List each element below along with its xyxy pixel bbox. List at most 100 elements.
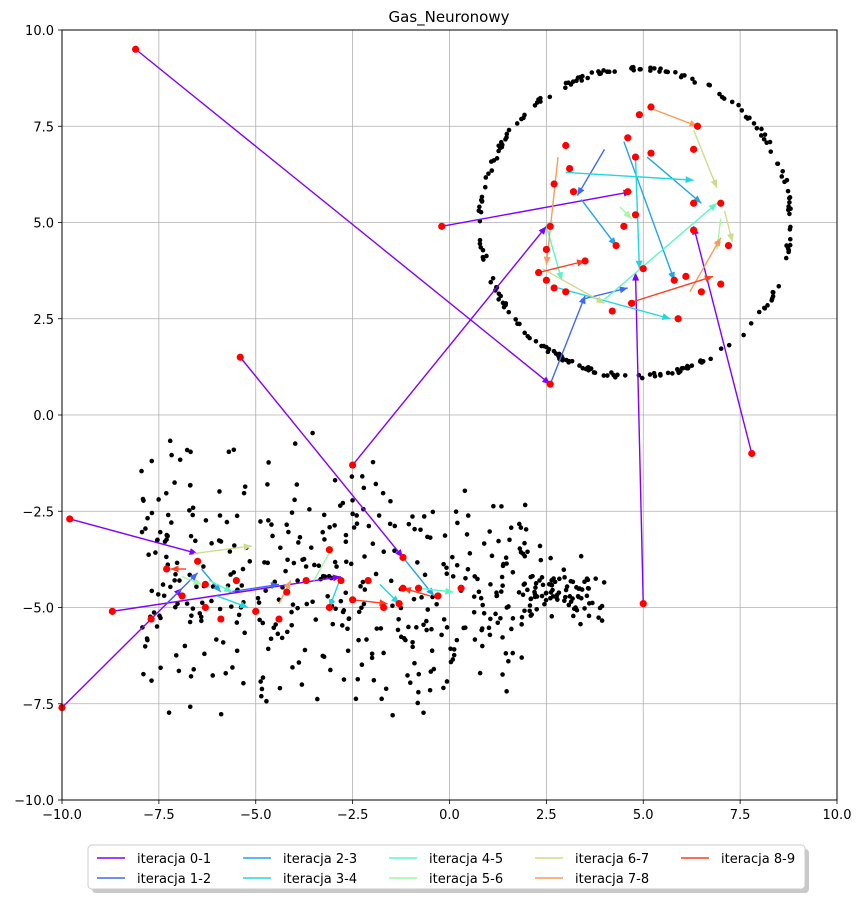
cloud-data-point [425, 607, 431, 612]
y-tick-label: −7.5 [22, 698, 54, 713]
cloud-data-point [266, 518, 271, 523]
cloud-data-point [230, 665, 235, 670]
cloud-data-point [369, 655, 375, 661]
cloud-data-point [376, 513, 382, 518]
cloud-data-point [462, 488, 468, 494]
cloud-data-point [590, 600, 595, 606]
cloud-data-point [548, 555, 553, 561]
cloud-data-point [316, 563, 322, 569]
ring-data-point [787, 242, 793, 248]
legend-label: iteracja 8-9 [721, 852, 795, 867]
cloud-data-point [277, 685, 283, 691]
cloud-data-point [285, 557, 290, 563]
cloud-data-point [467, 551, 473, 556]
cloud-data-point [145, 637, 150, 643]
ring-data-point [785, 188, 791, 194]
cloud-data-point [283, 568, 288, 574]
ring-data-point [631, 64, 636, 70]
iteration-arrow-head [283, 580, 291, 590]
neuron-point [399, 584, 407, 592]
cloud-data-point [149, 588, 155, 594]
neuron-point [620, 222, 628, 230]
ring-data-point [484, 253, 489, 259]
ring-data-point [589, 70, 595, 75]
cloud-data-point [419, 595, 424, 600]
ring-data-point [521, 115, 526, 121]
cloud-data-point [327, 524, 332, 530]
ring-data-point [700, 359, 706, 364]
cloud-data-point [481, 541, 487, 546]
cloud-data-point [310, 430, 315, 436]
y-tick-label: −2.5 [22, 505, 54, 520]
cloud-data-point [599, 603, 605, 609]
cloud-data-point [427, 535, 433, 540]
cloud-data-point [155, 537, 160, 543]
cloud-data-point [362, 554, 367, 559]
cloud-data-point [286, 529, 291, 535]
cloud-data-point [571, 613, 576, 619]
cloud-data-point [262, 560, 267, 565]
cloud-data-point [165, 512, 171, 518]
ring-data-point [483, 175, 489, 180]
cloud-data-point [441, 617, 447, 622]
iteration-arrow-head [685, 176, 694, 184]
cloud-data-point [332, 523, 337, 528]
ring-data-point [612, 374, 618, 380]
cloud-data-point [392, 548, 397, 554]
iteration-arrow-head [223, 585, 233, 593]
neuron-point [581, 257, 589, 265]
cloud-data-point [488, 582, 493, 587]
cloud-data-point [584, 593, 590, 599]
cloud-data-point [508, 525, 514, 531]
neuron-point [325, 546, 333, 554]
cloud-data-point [201, 564, 206, 569]
cloud-data-point [155, 592, 161, 597]
cloud-data-point [582, 606, 587, 611]
cloud-data-point [500, 563, 506, 569]
iteration-arrow-line [604, 202, 718, 301]
cloud-data-point [321, 654, 327, 660]
cloud-data-point [333, 606, 338, 612]
cloud-data-point [227, 549, 233, 554]
cloud-data-point [444, 565, 449, 571]
cloud-data-point [415, 700, 421, 706]
cloud-data-point [157, 529, 163, 535]
cloud-data-point [434, 601, 439, 607]
cloud-data-point [154, 624, 160, 629]
cloud-data-point [480, 602, 485, 608]
cloud-data-point [448, 659, 454, 665]
cloud-data-point [308, 545, 314, 550]
neuron-point [562, 141, 570, 150]
cloud-data-point [184, 447, 190, 453]
ring-data-point [786, 204, 791, 209]
iteration-arrow-head [578, 295, 586, 305]
neuron-point [550, 180, 558, 188]
cloud-data-point [398, 634, 404, 640]
ring-data-point [490, 275, 496, 281]
cloud-data-point [465, 566, 471, 572]
iteration-arrows [61, 48, 753, 709]
iteration-arrow-head [270, 582, 279, 590]
iteration-arrow-line [441, 191, 632, 228]
cloud-data-point [522, 608, 527, 614]
iteration-arrow-head [243, 543, 252, 551]
cloud-data-point [172, 480, 177, 485]
iteration-arrow-line [542, 268, 605, 304]
cloud-data-point [527, 608, 532, 614]
cloud-data-point [340, 609, 346, 615]
cloud-data-point [424, 618, 429, 624]
cloud-data-point [289, 609, 294, 615]
ring-data-point [592, 370, 598, 376]
cloud-data-point [471, 594, 477, 599]
cloud-data-point [343, 539, 349, 545]
cloud-data-point [429, 648, 435, 654]
cloud-data-point [582, 579, 587, 585]
ring-data-point [675, 367, 681, 373]
cloud-data-point [566, 602, 572, 608]
cloud-data-point [571, 606, 577, 612]
ring-data-point [721, 96, 727, 101]
cloud-data-point [500, 583, 505, 588]
cloud-data-point [174, 560, 180, 566]
ring-data-point [539, 343, 544, 349]
iteration-arrow-line [646, 106, 698, 127]
